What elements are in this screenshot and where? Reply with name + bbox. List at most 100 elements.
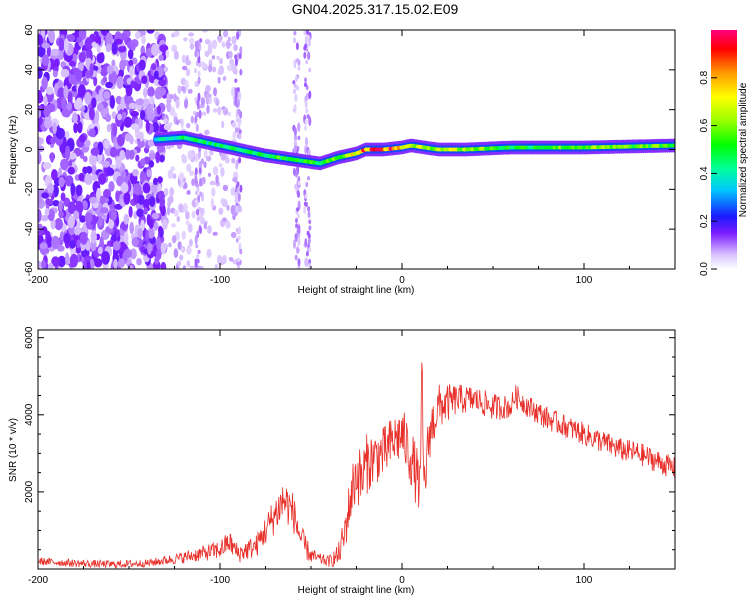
spectrogram-noise-cell — [173, 30, 180, 37]
spectrogram-noise-cell — [308, 116, 312, 127]
spectrogram-noise-cell — [142, 182, 151, 194]
top-y-tick-label: -20 — [24, 182, 35, 197]
spectrogram-noise-cell — [123, 213, 130, 225]
spectrogram-noise-cell — [169, 187, 175, 197]
spectrogram-noise-cell — [184, 98, 188, 109]
spectrogram-noise-cell — [105, 43, 112, 53]
spectrogram-noise-cell — [139, 170, 146, 183]
spectrogram-noise-cell — [77, 84, 86, 98]
spectrogram-noise-cell — [221, 198, 228, 208]
spectrogram-noise-cell — [122, 111, 127, 120]
colorbar-tick-label: 0.2 — [699, 214, 710, 228]
spectrogram-noise-cell — [67, 166, 76, 175]
spectrogram-noise-cell — [146, 30, 155, 34]
spectrogram-noise-cell — [38, 45, 46, 58]
spectrogram-noise-cell — [198, 167, 202, 175]
spectrogram-noise-cell — [189, 170, 194, 176]
spectrogram-noise-cell — [237, 108, 241, 115]
spectrogram-noise-cell — [235, 205, 239, 214]
spectrogram-noise-cell — [85, 70, 91, 79]
spectrogram-noise-cell — [156, 237, 162, 250]
spectrogram-noise-cell — [41, 259, 46, 269]
spectrogram-noise-cell — [118, 258, 126, 268]
spectrogram-noise-cell — [83, 155, 88, 163]
spectrogram-noise-cell — [58, 200, 63, 212]
spectrogram-noise-cell — [221, 41, 226, 48]
spectrogram-noise-cell — [212, 166, 219, 176]
spectrogram-noise-cell — [293, 127, 297, 137]
spectrogram-noise-cell — [177, 260, 182, 267]
spectrogram-noise-cell — [303, 51, 307, 59]
spectrogram-noise-cell — [111, 41, 118, 55]
spectrogram-noise-cell — [146, 111, 155, 122]
spectrogram-noise-cell — [171, 107, 176, 117]
spectrogram-noise-cell — [128, 206, 133, 218]
spectrogram-noise-cell — [132, 169, 139, 177]
spectrogram-noise-cell — [147, 86, 155, 97]
bottom-x-axis: -200 -100 0 100 — [28, 330, 676, 586]
spectrogram-noise-cell — [103, 189, 111, 198]
spectrogram-noise-cell — [42, 162, 52, 170]
spectrogram-noise-cell — [50, 137, 56, 145]
spectrogram-noise-cell — [238, 129, 242, 134]
spectrogram-noise-cell — [167, 169, 174, 179]
spectrogram-noise-cell — [207, 44, 213, 55]
spectrogram-noise-cell — [216, 35, 223, 41]
spectrogram-noise-cell — [199, 177, 202, 187]
spectrogram-noise-cell — [232, 131, 236, 140]
spectrogram-noise-cell — [66, 102, 72, 111]
spectrogram-noise-cell — [178, 172, 185, 182]
spectrogram-noise-cell — [131, 41, 136, 51]
spectrogram-noise-cell — [169, 94, 174, 100]
spectrogram-noise-cell — [194, 175, 198, 184]
spectrogram-noise-cell — [296, 207, 300, 212]
spectrogram-noise-cell — [222, 217, 227, 222]
spectrogram-noise-cell — [151, 183, 158, 194]
spectrogram-noise-cell — [184, 80, 189, 90]
spectrogram-noise-cell — [127, 49, 134, 60]
spectrogram-noise-cell — [165, 49, 170, 58]
spectrogram-noise-cell — [59, 231, 65, 241]
spectrogram-noise-cell — [207, 225, 212, 234]
spectrogram-noise-cell — [296, 246, 300, 255]
spectrogram-noise-cell — [292, 167, 296, 176]
spectrogram-noise-cell — [239, 46, 243, 55]
spectrogram-noise-cell — [67, 201, 76, 215]
spectrogram-noise-cell — [206, 104, 210, 114]
spectrogram-noise-cell — [236, 87, 240, 93]
spectrogram-noise-cell — [307, 233, 311, 240]
spectrogram-noise-cell — [73, 122, 78, 134]
spectrogram-noise-cell — [195, 153, 198, 163]
top-y-axis: -60 -40 -20 0 20 40 60 — [24, 24, 675, 276]
spectrogram-noise-cell — [297, 258, 301, 267]
spectrogram-noise-cell — [97, 246, 103, 255]
spectrogram-noise-cell — [84, 91, 92, 105]
spectrogram-noise-cell — [189, 43, 195, 50]
spectrogram-noise-cell — [129, 264, 134, 269]
spectrogram-noise-cell — [58, 176, 65, 188]
spectrogram-noise-cell — [85, 260, 91, 269]
spectrogram-noise-cell — [292, 80, 296, 85]
spectrogram-noise-cell — [217, 106, 222, 116]
spectrogram-noise-cell — [52, 122, 57, 135]
spectrogram-noise-cell — [209, 180, 216, 186]
top-y-axis-label: Frequency (Hz) — [8, 116, 19, 185]
top-y-tick-label: -40 — [24, 222, 35, 237]
spectrogram-noise-cell — [304, 99, 308, 109]
spectrogram-noise-cell — [174, 209, 179, 217]
spectrogram-noise-cell — [234, 78, 238, 83]
spectrogram-noise-cell — [57, 87, 66, 98]
spectrogram-noise-cell — [75, 69, 83, 82]
spectrogram-noise-cell — [234, 57, 238, 67]
spectrogram-noise-cell — [120, 96, 125, 111]
spectrogram-noise-cell — [235, 160, 239, 170]
spectrogram-ridge — [153, 130, 675, 171]
spectrogram-noise-cell — [297, 122, 301, 132]
spectrogram-noise-cell — [112, 241, 121, 251]
spectrogram-noise-cell — [303, 201, 307, 207]
spectrogram-noise-cell — [103, 139, 110, 150]
spectrogram-noise-cell — [195, 209, 199, 215]
spectrogram-noise-cell — [234, 176, 238, 183]
spectrogram-noise-cell — [103, 90, 111, 100]
